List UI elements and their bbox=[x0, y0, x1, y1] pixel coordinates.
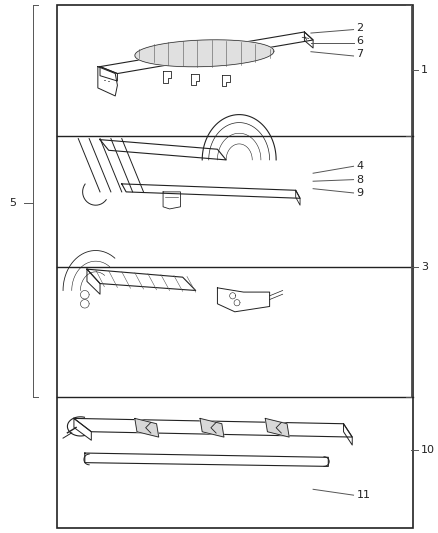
Polygon shape bbox=[163, 71, 171, 83]
Text: 9: 9 bbox=[357, 188, 364, 198]
Polygon shape bbox=[222, 75, 230, 86]
Polygon shape bbox=[100, 67, 117, 81]
Polygon shape bbox=[85, 453, 328, 466]
Polygon shape bbox=[74, 418, 91, 440]
Text: 2: 2 bbox=[357, 23, 364, 33]
Polygon shape bbox=[135, 418, 159, 437]
Polygon shape bbox=[163, 192, 180, 209]
Polygon shape bbox=[304, 32, 313, 48]
Text: 6: 6 bbox=[357, 36, 364, 46]
Polygon shape bbox=[100, 140, 226, 160]
Polygon shape bbox=[122, 184, 300, 198]
Polygon shape bbox=[100, 32, 313, 74]
Text: 4: 4 bbox=[357, 161, 364, 171]
Polygon shape bbox=[74, 418, 352, 437]
Polygon shape bbox=[265, 418, 289, 437]
Text: 11: 11 bbox=[357, 490, 371, 500]
Text: 3: 3 bbox=[421, 262, 428, 271]
Polygon shape bbox=[135, 40, 274, 67]
Polygon shape bbox=[296, 190, 300, 205]
Text: 8: 8 bbox=[357, 175, 364, 184]
Polygon shape bbox=[87, 269, 196, 290]
Text: 7: 7 bbox=[357, 50, 364, 59]
Polygon shape bbox=[191, 74, 199, 85]
Polygon shape bbox=[87, 269, 100, 294]
Polygon shape bbox=[200, 418, 224, 437]
Text: 5: 5 bbox=[9, 198, 16, 207]
Text: 1: 1 bbox=[421, 66, 428, 75]
Polygon shape bbox=[217, 288, 270, 312]
Polygon shape bbox=[98, 67, 117, 96]
Bar bbox=[57, 5, 413, 528]
Text: 10: 10 bbox=[421, 446, 435, 455]
Polygon shape bbox=[343, 424, 352, 445]
